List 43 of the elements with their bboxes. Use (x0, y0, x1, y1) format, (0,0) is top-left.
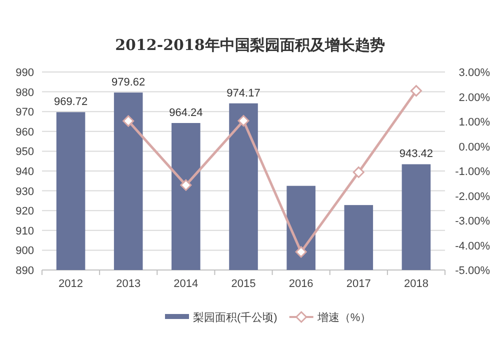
legend-label: 增速（%） (316, 311, 372, 324)
y2-tick-label: 1.00% (458, 116, 490, 128)
legend-梨园面积(千公顷): 梨园面积(千公顷) (165, 312, 278, 324)
x-tick-label: 2012 (58, 278, 84, 290)
x-tick-label: 2014 (174, 278, 198, 290)
y2-tick-label: -2.00% (455, 190, 490, 203)
data-label: 943.42 (399, 148, 434, 160)
legend-label: 梨园面积(千公顷) (193, 311, 278, 324)
y-tick-label: 960 (16, 126, 34, 138)
y-tick-label: 890 (16, 265, 34, 277)
point (295, 246, 307, 258)
y-tick-label: 950 (16, 146, 34, 158)
point (122, 115, 134, 127)
y2-tick-label: -3.00% (455, 216, 490, 228)
data-label: 979.62 (112, 76, 146, 89)
data-label: 964.24 (169, 107, 203, 120)
y2-tick-label: 3.00% (458, 67, 490, 79)
y2-tick-label: -4.00% (455, 240, 490, 252)
y-tick-label: 980 (16, 86, 34, 99)
data-label: 969.72 (54, 96, 88, 108)
x-tick-label: 2013 (116, 278, 141, 290)
x-tick-label: 2016 (288, 278, 314, 290)
y-tick-label: 920 (16, 206, 34, 218)
chart-title: 2012-2018年中国梨园面积及增长趋势 (115, 36, 385, 54)
point (410, 85, 422, 97)
x-tick-label: 2018 (404, 278, 428, 290)
x-tick-label: 2015 (231, 278, 256, 290)
y-tick-label: 930 (16, 186, 34, 198)
y-tick-label: 990 (16, 67, 34, 79)
y-tick-label: 970 (16, 106, 34, 119)
y2-tick-label: 0.00% (458, 141, 490, 154)
y2-tick-label: 2.00% (458, 92, 490, 104)
y2-tick-label: -5.00% (455, 265, 490, 277)
data-label: 974.17 (226, 87, 260, 100)
y-tick-label: 940 (16, 166, 34, 178)
point (238, 115, 250, 127)
y-tick-label: 900 (16, 245, 34, 258)
point (352, 166, 364, 178)
x-tick-label: 2017 (346, 278, 371, 290)
legend-增速（%）: 增速（%） (289, 310, 372, 324)
y2-tick-label: -1.00% (455, 166, 490, 178)
point (180, 179, 192, 191)
y-tick-label: 910 (16, 225, 34, 238)
